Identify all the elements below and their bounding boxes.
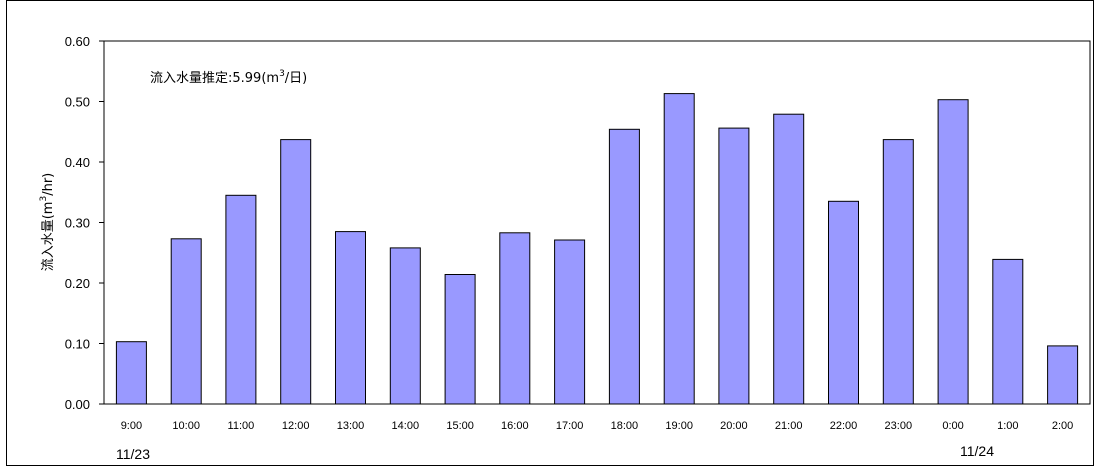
bar-11:00 xyxy=(225,194,257,405)
x-tick-label: 21:00 xyxy=(775,420,803,432)
x-tick-label: 2:00 xyxy=(1052,420,1073,432)
x-tick-label: 15:00 xyxy=(446,420,474,432)
bar-17:00 xyxy=(554,239,586,405)
y-axis: 0.00 0.10 0.20 0.30 0.40 0.50 0.60 xyxy=(65,34,105,412)
y-axis-label-main: 流入水量 xyxy=(41,219,56,271)
bar-21:00 xyxy=(773,113,805,405)
y-axis-label-unit: (m xyxy=(41,202,56,220)
y-axis-label-sup: 3 xyxy=(39,196,49,202)
bar-13:00 xyxy=(335,231,366,405)
x-tick-label: 9:00 xyxy=(121,420,142,432)
x-tick-label: 0:00 xyxy=(942,420,963,432)
x-tick-label: 19:00 xyxy=(665,420,693,432)
x-axis: 9:00 10:00 11:00 12:00 13:00 14:00 15:00 16:00 1… xyxy=(104,403,1090,432)
date-label-2: 11/24 xyxy=(960,443,994,459)
annotation-tail: /日) xyxy=(285,71,307,86)
x-tick-label: 12:00 xyxy=(282,420,310,432)
y-tick-label: 0.30 xyxy=(65,216,90,231)
x-tick-label: 16:00 xyxy=(501,420,529,432)
y-axis-label: 流入水量(m3/hr) xyxy=(39,173,56,272)
x-tick-label: 10:00 xyxy=(172,420,200,432)
bar-15:00 xyxy=(444,274,476,405)
annotation: 流入水量推定:5.99(m3/日) xyxy=(150,69,307,86)
bar-0:00 xyxy=(937,99,969,405)
x-tick-label: 23:00 xyxy=(885,420,913,432)
bar-2:00 xyxy=(1047,345,1079,405)
bar-16:00 xyxy=(499,232,531,405)
y-tick-label: 0.40 xyxy=(65,155,90,170)
x-tick-label: 11:00 xyxy=(228,420,255,432)
x-tick-label: 1:00 xyxy=(997,420,1018,432)
bar-9:00 xyxy=(115,341,147,405)
bar-1:00 xyxy=(992,258,1024,405)
bar-10:00 xyxy=(170,238,202,405)
y-tick-label: 0.60 xyxy=(65,34,90,49)
x-tick-label: 18:00 xyxy=(611,420,639,432)
bar-18:00 xyxy=(608,128,640,405)
annotation-sup: 3 xyxy=(279,69,285,79)
annotation-main: 流入水量推定:5.99(m xyxy=(150,71,279,86)
bar-19:00 xyxy=(663,93,695,405)
x-tick-label: 20:00 xyxy=(720,420,748,432)
bar-20:00 xyxy=(718,127,750,405)
x-tick-label: 13:00 xyxy=(337,420,365,432)
bar-22:00 xyxy=(828,200,859,405)
bar-23:00 xyxy=(882,139,914,405)
x-tick-label: 17:00 xyxy=(556,420,584,432)
bar-14:00 xyxy=(389,247,421,405)
bar-12:00 xyxy=(280,139,312,405)
date-label-1: 11/23 xyxy=(116,446,150,462)
x-tick-label: 22:00 xyxy=(830,420,858,432)
y-tick-label: 0.00 xyxy=(65,397,90,412)
y-tick-label: 0.50 xyxy=(65,95,90,110)
y-tick-label: 0.10 xyxy=(65,337,90,352)
x-tick-label: 14:00 xyxy=(392,420,420,432)
y-tick-label: 0.20 xyxy=(65,276,90,291)
y-axis-label-tail: /hr) xyxy=(41,173,56,196)
bars-group xyxy=(115,93,1079,405)
